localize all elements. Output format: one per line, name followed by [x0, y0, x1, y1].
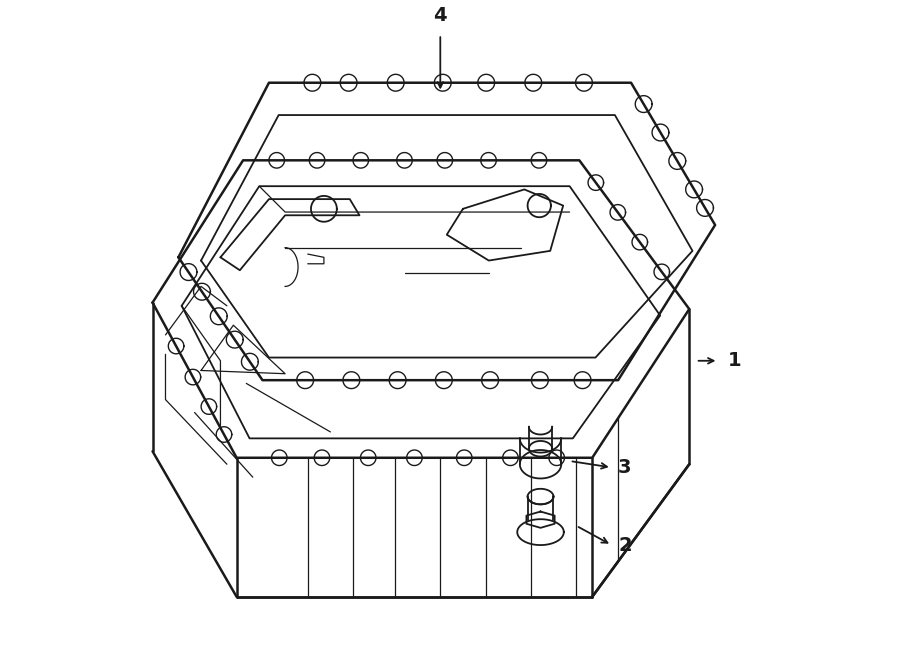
Text: 3: 3: [618, 458, 632, 477]
Text: 4: 4: [434, 5, 447, 24]
Text: 2: 2: [618, 535, 632, 555]
Text: 1: 1: [728, 351, 742, 370]
